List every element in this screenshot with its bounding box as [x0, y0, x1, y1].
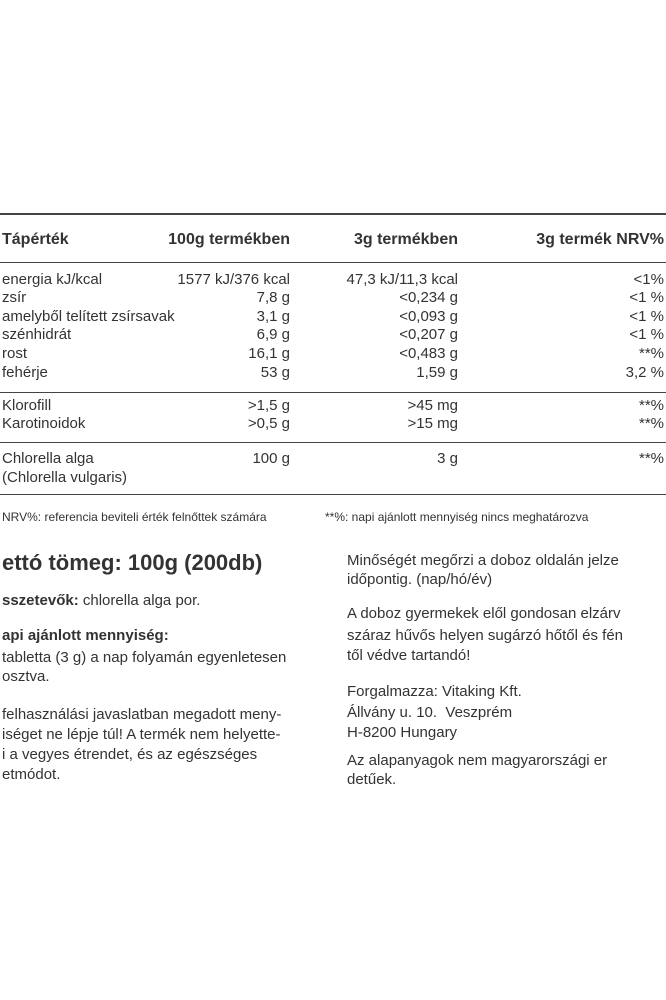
info-line: A doboz gyermekek elől gondosan elzárv — [347, 605, 621, 622]
info-line: Minőségét megőrzi a doboz oldalán jelze — [347, 552, 619, 569]
rule — [0, 442, 666, 443]
table-cell: 16,1 g — [248, 345, 290, 362]
warning-line: etmódot. — [2, 766, 61, 783]
table-cell: <1 % — [629, 308, 664, 325]
warning-line: iséget ne lépje túl! A termék nem helyet… — [2, 726, 281, 743]
table-cell: <0,207 g — [399, 326, 458, 343]
table-cell: Chlorella alga — [2, 450, 94, 467]
table-cell: 1,59 g — [416, 364, 458, 381]
dosage-line: tabletta (3 g) a nap folyamán egyenletes… — [2, 649, 287, 666]
table-cell: <0,483 g — [399, 345, 458, 362]
table-cell: >15 mg — [407, 415, 458, 432]
net-weight: ettó tömeg: 100g (200db) — [2, 550, 263, 575]
table-cell: >0,5 g — [247, 415, 290, 432]
info-line: száraz hűvős helyen sugárzó hőtől és fén — [347, 627, 623, 644]
table-cell: 1577 kJ/376 kcal — [177, 271, 290, 288]
table-cell: rost — [2, 345, 28, 362]
table-header: 3g termékben — [353, 231, 458, 248]
ingredients-label: sszetevők: — [2, 592, 79, 609]
table-header: 100g termékben — [168, 231, 290, 248]
dosage-line: osztva. — [2, 668, 50, 685]
dosage-label: api ajánlott mennyiség: — [2, 627, 169, 644]
table-cell: 3 g — [437, 450, 458, 467]
table-cell: szénhidrát — [2, 326, 72, 343]
table-cell: amelyből telített zsírsavak — [2, 308, 175, 325]
table-cell: >45 mg — [407, 397, 458, 414]
table-cell: 3,2 % — [625, 364, 664, 381]
table-cell: Karotinoidok — [2, 415, 86, 432]
info-line: től védve tartandó! — [347, 647, 471, 664]
table-cell: <1 % — [629, 326, 664, 343]
table-cell: >1,5 g — [247, 397, 290, 414]
info-line: Az alapanyagok nem magyarországi er — [347, 752, 608, 769]
table-cell: **% — [638, 345, 664, 362]
table-cell: <1 % — [629, 289, 664, 306]
info-line: H-8200 Hungary — [347, 724, 458, 741]
info-line: Állvány u. 10. Veszprém — [347, 704, 513, 721]
table-cell: fehérje — [2, 364, 48, 381]
rule — [0, 392, 666, 393]
table-cell: **% — [638, 415, 664, 432]
table-cell: 7,8 g — [256, 289, 290, 306]
rule — [0, 262, 666, 263]
table-cell: <0,093 g — [399, 308, 458, 325]
table-cell: zsír — [2, 289, 27, 306]
table-cell: **% — [638, 450, 664, 467]
rule — [0, 213, 666, 215]
table-cell: energia kJ/kcal — [2, 271, 103, 288]
table-cell: Klorofill — [2, 397, 52, 414]
info-line: Forgalmazza: Vitaking Kft. — [347, 683, 522, 700]
ingredients-text: chlorella alga por. — [78, 592, 201, 609]
table-cell: <1% — [633, 271, 664, 288]
footnote: NRV%: referencia beviteli érték felnőtte… — [2, 510, 267, 524]
table-cell: <0,234 g — [399, 289, 458, 306]
table-cell: 100 g — [252, 450, 290, 467]
warning-line: felhasználási javaslatban megadott meny- — [2, 706, 282, 723]
rule — [0, 494, 666, 495]
table-cell: 3,1 g — [256, 308, 290, 325]
warning-line: i a vegyes étrendet, és az egészséges — [2, 746, 258, 763]
info-line: detűek. — [347, 771, 397, 788]
table-cell: 53 g — [260, 364, 290, 381]
table-cell: 47,3 kJ/11,3 kcal — [346, 271, 458, 288]
footnote: **%: napi ajánlott mennyiség nincs megha… — [325, 510, 589, 524]
info-line: időpontig. (nap/hó/év) — [347, 571, 493, 588]
table-cell: 6,9 g — [256, 326, 290, 343]
table-header: 3g termék NRV% — [536, 231, 664, 248]
table-cell: **% — [638, 397, 664, 414]
table-cell: (Chlorella vulgaris) — [2, 469, 128, 486]
table-header: Tápérték — [2, 231, 69, 248]
